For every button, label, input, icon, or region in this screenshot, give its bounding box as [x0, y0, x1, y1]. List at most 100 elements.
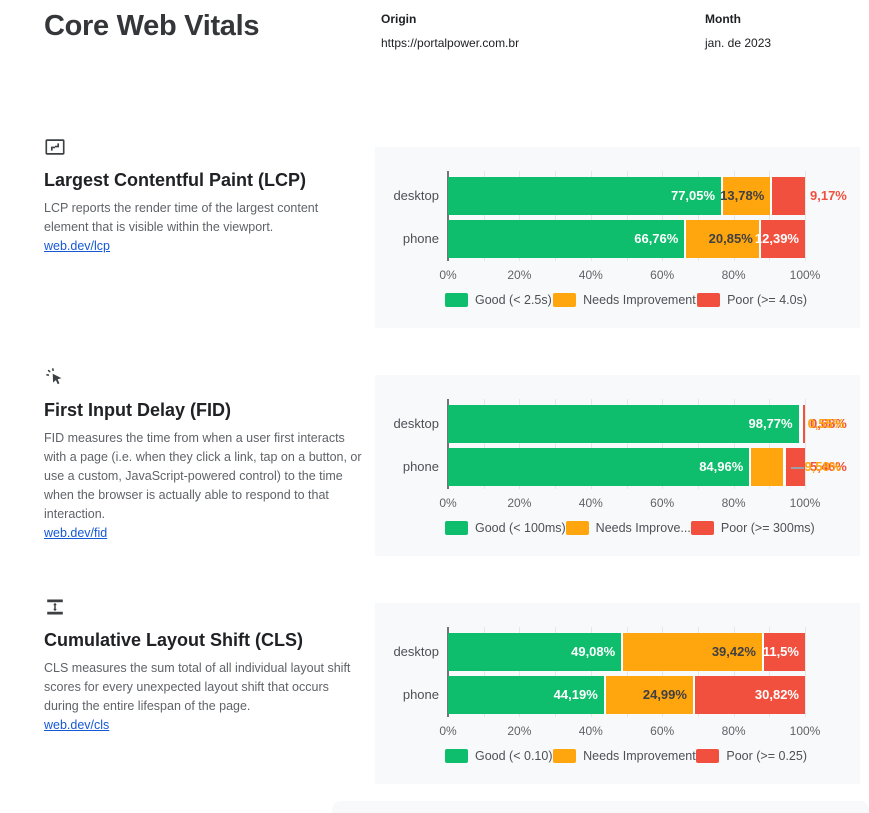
legend-color-chip: [553, 293, 577, 307]
x-axis-tick-label: 60%: [650, 496, 675, 510]
legend-label: Needs Improvement: [583, 749, 696, 763]
legend-color-chip: [565, 521, 589, 535]
gridline: [733, 399, 735, 489]
bar-segment-desktop[interactable]: 39,42%: [623, 633, 764, 671]
gridline: [805, 399, 806, 489]
plot-area: 98,77% 0,55% 0,68% 84,96% 9,58% 5,46%: [447, 399, 847, 489]
legend-item: Poor (>= 4.0s): [697, 293, 807, 307]
category-label-desktop: desktop: [393, 416, 439, 431]
gridline: [590, 171, 592, 261]
section-link[interactable]: web.dev/lcp: [44, 239, 111, 253]
page-title: Core Web Vitals: [44, 10, 260, 42]
bar-phone: 84,96% 9,58% 5,46%: [448, 448, 847, 486]
month-value: jan. de 2023: [705, 36, 772, 50]
gridline: [483, 627, 485, 717]
x-axis-tick-label: 100%: [789, 496, 821, 510]
bar-value-label: 66,76%: [634, 231, 679, 246]
legend-label: Needs Improvement: [583, 293, 696, 307]
legend-label: Poor (>= 300ms): [720, 521, 815, 535]
bar-desktop: 49,08% 39,42% 11,5%: [448, 633, 805, 671]
bar-desktop: 98,77% 0,55% 0,68%: [448, 405, 847, 443]
bar-segment-phone[interactable]: 84,96%: [448, 448, 752, 486]
gridline: [769, 171, 771, 261]
gridline: [590, 399, 592, 489]
gridline: [769, 627, 771, 717]
x-axis-tick-label: 60%: [650, 724, 675, 738]
bar-segment-desktop[interactable]: [802, 405, 805, 443]
x-axis-ticks: 0% 20% 40% 60% 80% 100%: [439, 268, 820, 284]
cls-chart: desktop phone 49,08% 39,42% 11,5% 44,19% 24,99…: [375, 603, 860, 784]
x-axis-ticks: 0% 20% 40% 60% 80% 100%: [439, 496, 820, 512]
fid-chart-card: desktop phone 98,77% 0,55% 0,68% 84,96% 9,58% 5…: [375, 375, 860, 556]
bar-segment-desktop[interactable]: 49,08%: [448, 633, 624, 671]
x-axis-tick-label: 80%: [721, 724, 746, 738]
x-axis-tick-label: 0%: [439, 724, 457, 738]
section-title: Cumulative Layout Shift (CLS): [44, 630, 304, 650]
bar-segment-phone[interactable]: [751, 448, 786, 486]
x-axis-tick-label: 20%: [507, 496, 532, 510]
x-axis-tick-label: 20%: [507, 268, 532, 282]
bar-value-label: 20,85%: [708, 231, 753, 246]
gridline: [626, 627, 628, 717]
category-label-phone: phone: [402, 459, 439, 474]
section-description: FID measures the time from when a user f…: [44, 431, 362, 521]
bar-phone: 44,19% 24,99% 30,82%: [448, 676, 805, 714]
next-card-top-edge: [332, 801, 869, 813]
bar-segment-phone[interactable]: 12,39%: [755, 220, 805, 258]
cls-shift-icon: [44, 596, 66, 618]
legend-item: Good (< 2.5s): [445, 293, 552, 307]
gridline: [483, 399, 485, 489]
legend-label: Good (< 0.10): [475, 749, 553, 763]
lcp-chart-card: desktop phone 77,05% 13,78% 9,17% 66,76% 20,85…: [375, 147, 860, 328]
bar-segment-phone[interactable]: 20,85%: [686, 220, 761, 258]
bar-value-label-outside: 5,46%: [810, 459, 847, 474]
x-axis-tick-label: 80%: [721, 496, 746, 510]
section-link[interactable]: web.dev/fid: [44, 526, 108, 540]
section-link[interactable]: web.dev/cls: [44, 718, 110, 732]
category-label-desktop: desktop: [393, 188, 439, 203]
bar-value-label-outside: 0,68%: [810, 416, 847, 431]
legend-item: Needs Improve...: [565, 521, 691, 535]
leader-line: [790, 466, 804, 469]
gridline: [662, 627, 664, 717]
x-axis-tick-label: 100%: [789, 268, 821, 282]
bar-segment-desktop[interactable]: 77,05%: [448, 177, 724, 215]
fid-chart: desktop phone 98,77% 0,55% 0,68% 84,96% 9,58% 5…: [375, 375, 860, 556]
bar-segment-desktop[interactable]: [800, 405, 803, 443]
bar-segment-phone[interactable]: 24,99%: [605, 676, 695, 714]
legend-label: Poor (>= 0.25): [726, 749, 807, 763]
gridline: [626, 399, 628, 489]
legend-label: Poor (>= 4.0s): [727, 293, 807, 307]
chart-legend: Good (< 100ms) Needs Improve... Poor (>= 3…: [445, 521, 815, 535]
bar-segment-desktop[interactable]: 13,78%: [720, 177, 773, 215]
x-axis-tick-label: 40%: [578, 268, 603, 282]
axis-line: [447, 627, 449, 717]
bar-segment-desktop[interactable]: 11,5%: [763, 633, 805, 671]
bar-value-label: 98,77%: [748, 416, 793, 431]
bar-segment-phone[interactable]: 66,76%: [448, 220, 687, 258]
axis-line: [447, 171, 449, 261]
legend-color-chip: [696, 749, 720, 763]
cls-chart-card: desktop phone 49,08% 39,42% 11,5% 44,19% 24,99…: [375, 603, 860, 784]
x-axis-tick-label: 40%: [578, 496, 603, 510]
month-label: Month: [705, 12, 741, 26]
gridline: [662, 171, 664, 261]
x-axis-tick-label: 20%: [507, 724, 532, 738]
bar-segment-desktop[interactable]: 98,77%: [448, 405, 801, 443]
legend-item: Needs Improvement: [553, 293, 696, 307]
legend-item: Needs Improvement: [553, 749, 696, 763]
bar-segment-desktop[interactable]: [772, 177, 805, 215]
bar-value-label: 77,05%: [670, 188, 716, 203]
bar-value-label-outside: 9,58%: [790, 448, 841, 486]
gridline: [805, 171, 806, 261]
gridline: [483, 171, 485, 261]
legend-color-chip: [697, 293, 721, 307]
lcp-chart: desktop phone 77,05% 13,78% 9,17% 66,76% 20,85…: [375, 147, 860, 328]
x-axis-tick-label: 40%: [578, 724, 603, 738]
lcp-frame-icon: [44, 136, 66, 158]
legend-item: Poor (>= 300ms): [690, 521, 815, 535]
gridline: [697, 399, 699, 489]
bar-segment-phone[interactable]: 30,82%: [694, 676, 805, 714]
bar-segment-phone[interactable]: 44,19%: [448, 676, 606, 714]
gridline: [626, 171, 628, 261]
